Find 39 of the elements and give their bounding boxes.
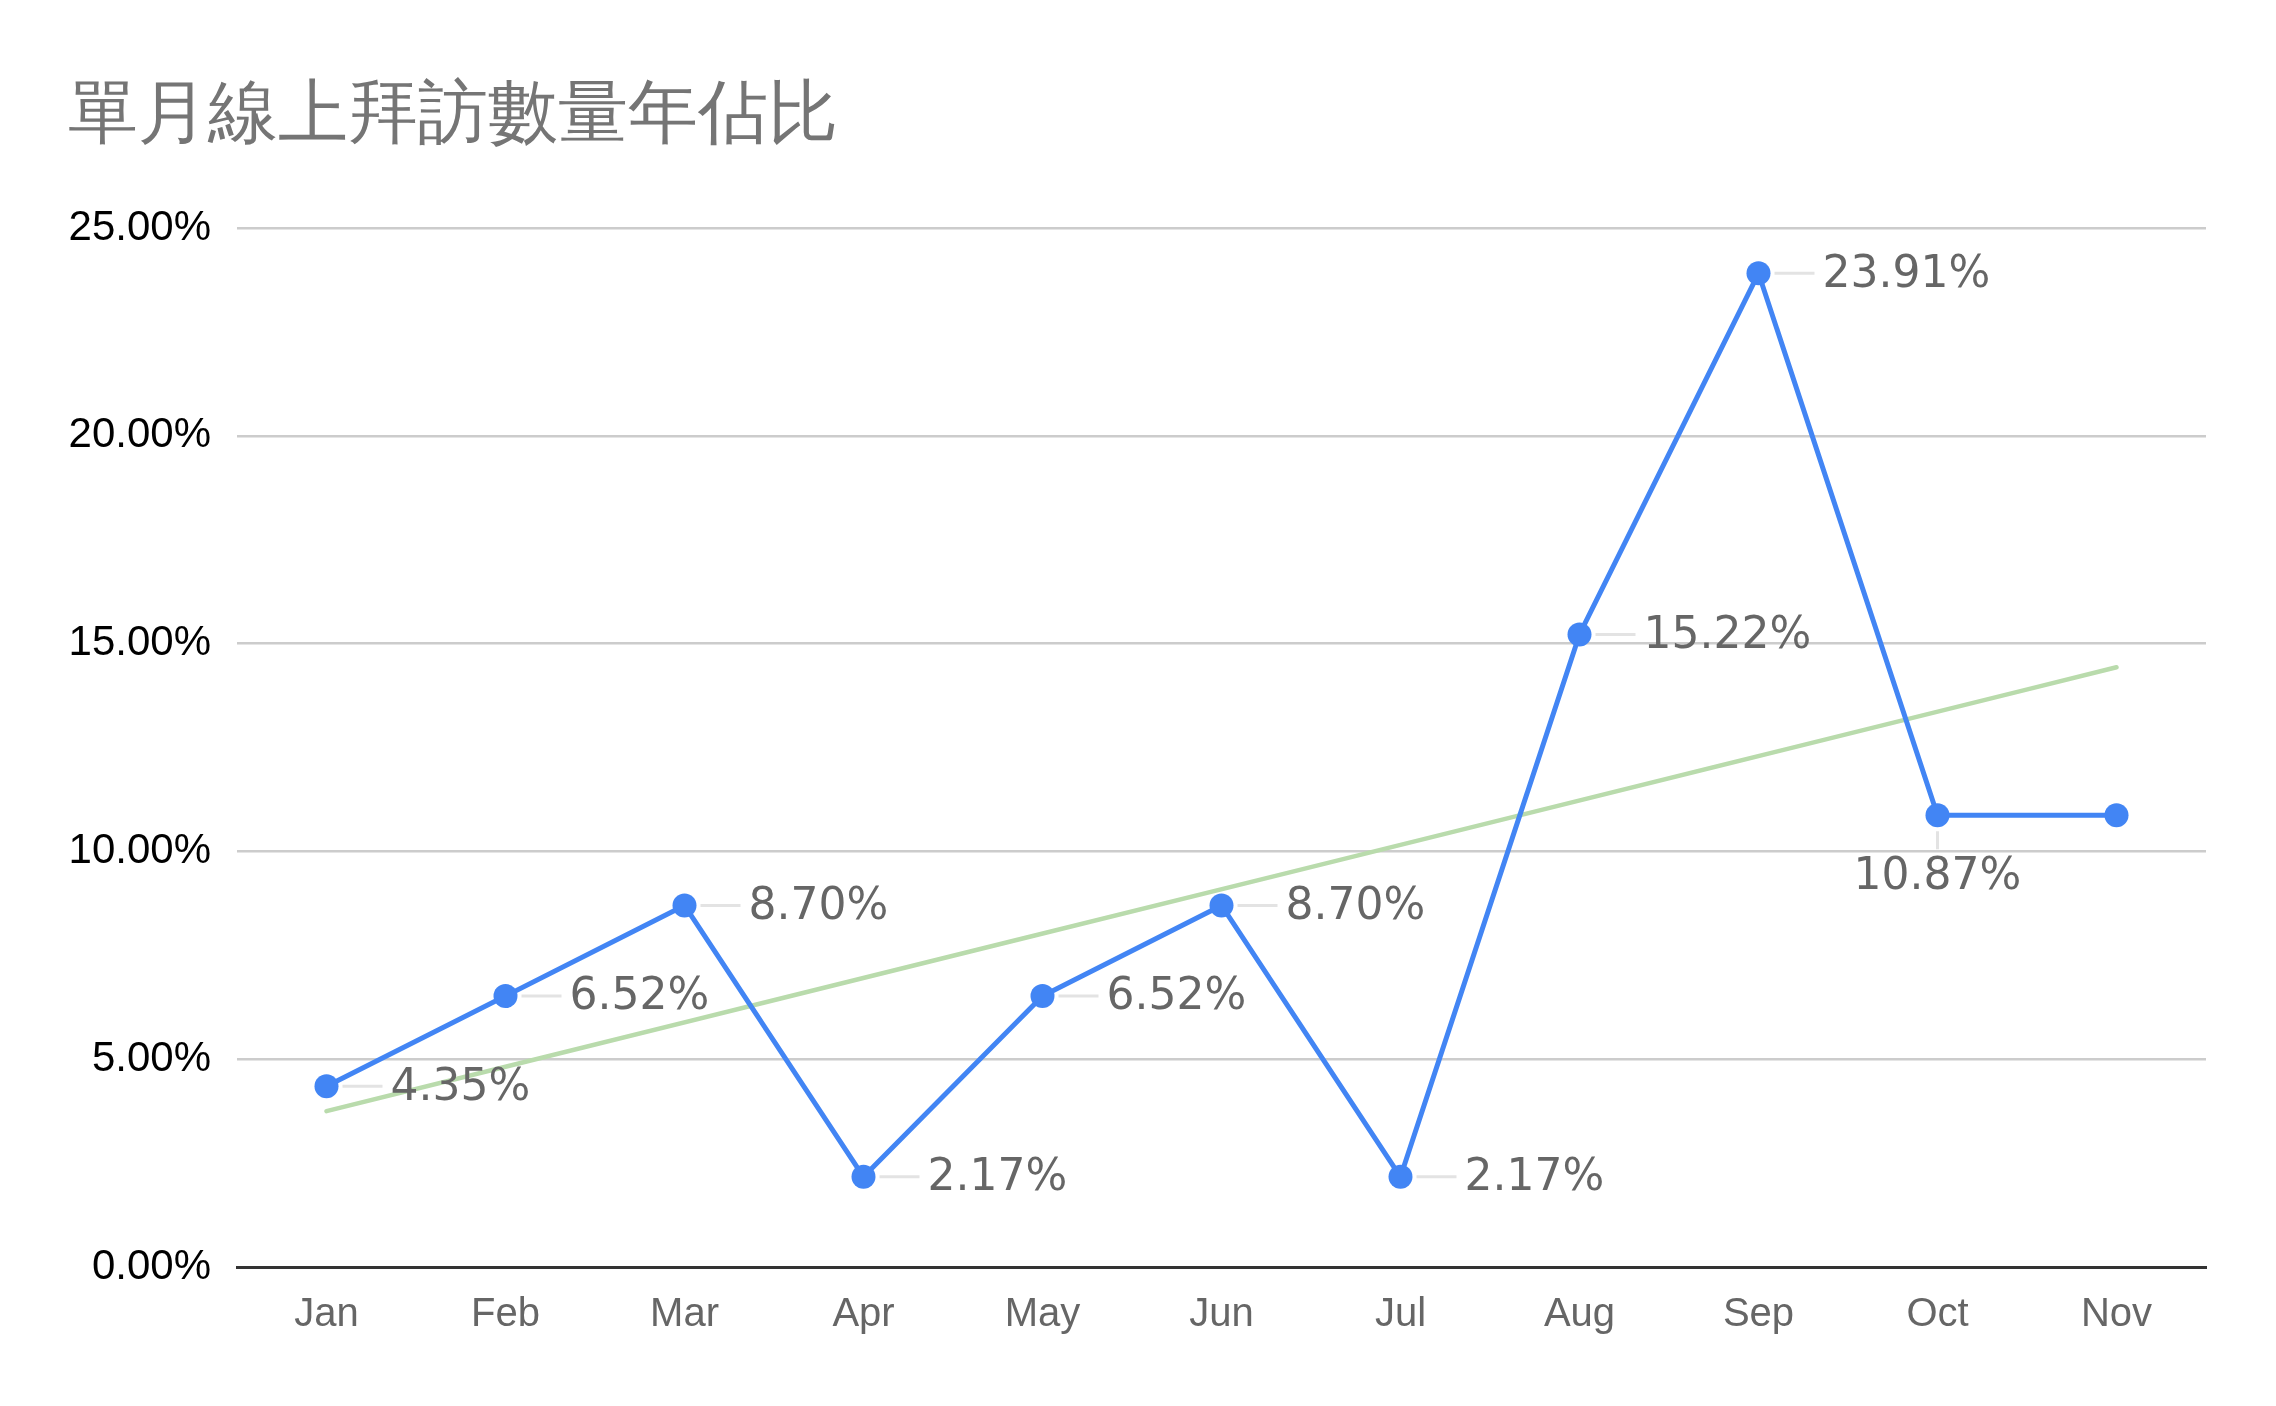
- y-tick-label: 20.00%: [68, 409, 211, 457]
- y-tick-label: 15.00%: [68, 617, 211, 665]
- x-tick-label: Mar: [650, 1290, 719, 1335]
- x-tick-label: Oct: [1906, 1290, 1969, 1335]
- data-label: 6.52%: [569, 968, 710, 1020]
- x-tick-label: Nov: [2080, 1290, 2153, 1335]
- data-label: 8.70%: [748, 877, 889, 929]
- y-tick-label: 5.00%: [91, 1032, 211, 1080]
- data-label: 23.91%: [1822, 245, 1991, 297]
- data-label: 10.87%: [1853, 847, 2022, 899]
- x-tick-label: Feb: [471, 1290, 540, 1335]
- point: [314, 1074, 339, 1099]
- x-tick-label: May: [1004, 1290, 1081, 1335]
- x-tick-label: Jul: [1374, 1290, 1427, 1335]
- data-label: 2.17%: [927, 1149, 1068, 1201]
- point: [1746, 261, 1771, 286]
- y-tick-label: 25.00%: [68, 201, 211, 249]
- y-tick-label: 0.00%: [91, 1240, 211, 1288]
- chart-title: 單月線上拜訪數量年佔比: [68, 73, 838, 152]
- data-label: 2.17%: [1464, 1149, 1605, 1201]
- point: [1925, 803, 1950, 828]
- point: [493, 984, 518, 1009]
- data-label: 15.22%: [1643, 606, 1812, 658]
- data-label: 6.52%: [1106, 968, 1247, 1020]
- point: [1030, 984, 1055, 1009]
- x-tick-label: Jan: [294, 1290, 359, 1335]
- point: [1388, 1164, 1413, 1189]
- point: [1209, 893, 1234, 918]
- point: [2104, 803, 2129, 828]
- point: [1567, 622, 1592, 647]
- x-tick-label: Apr: [832, 1290, 895, 1335]
- y-tick-label: 10.00%: [68, 824, 211, 872]
- data-label: 8.70%: [1285, 877, 1426, 929]
- data-label: 4.35%: [390, 1058, 531, 1110]
- point: [672, 893, 697, 918]
- x-tick-label: Sep: [1722, 1290, 1795, 1335]
- point: [851, 1164, 876, 1189]
- x-tick-label: Jun: [1189, 1290, 1254, 1335]
- x-tick-label: Aug: [1543, 1290, 1616, 1335]
